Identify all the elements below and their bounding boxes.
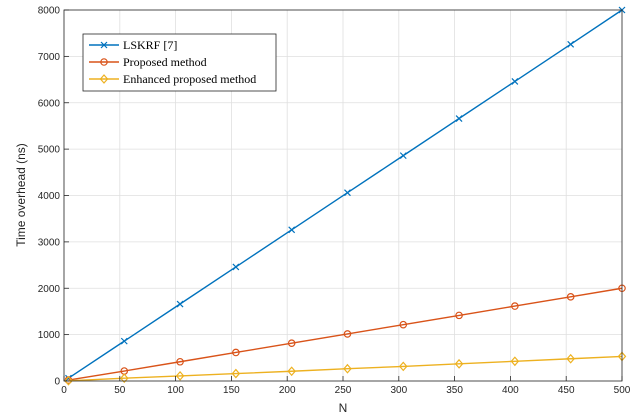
y-tick-label: 4000 <box>38 191 61 202</box>
x-tick-label: 400 <box>502 385 519 396</box>
y-tick-label: 0 <box>54 377 60 388</box>
x-tick-label: 300 <box>390 385 407 396</box>
x-axis-label: N <box>339 401 348 415</box>
x-tick-label: 200 <box>279 385 296 396</box>
y-tick-label: 1000 <box>38 330 61 341</box>
y-tick-label: 7000 <box>38 52 61 63</box>
y-tick-label: 2000 <box>38 284 61 295</box>
x-tick-label: 50 <box>114 385 126 396</box>
x-tick-label: 250 <box>335 385 352 396</box>
y-tick-label: 3000 <box>38 237 61 248</box>
legend: LSKRF [7] Proposed method Enhanced propose… <box>83 34 276 91</box>
y-tick-label: 5000 <box>38 145 61 156</box>
x-tick-label: 150 <box>223 385 240 396</box>
x-tick-label: 0 <box>61 385 67 396</box>
x-tick-label: 500 <box>614 385 631 396</box>
legend-label: LSKRF [7] <box>123 38 177 52</box>
y-tick-label: 6000 <box>38 98 61 109</box>
x-tick-label: 450 <box>558 385 575 396</box>
y-tick-label: 8000 <box>38 6 61 17</box>
legend-label: Proposed method <box>123 55 207 69</box>
x-tick-label: 100 <box>167 385 184 396</box>
legend-label: Enhanced proposed method <box>123 72 256 86</box>
x-tick-label: 350 <box>446 385 463 396</box>
y-axis-label: Time overhead (ns) <box>14 143 28 247</box>
